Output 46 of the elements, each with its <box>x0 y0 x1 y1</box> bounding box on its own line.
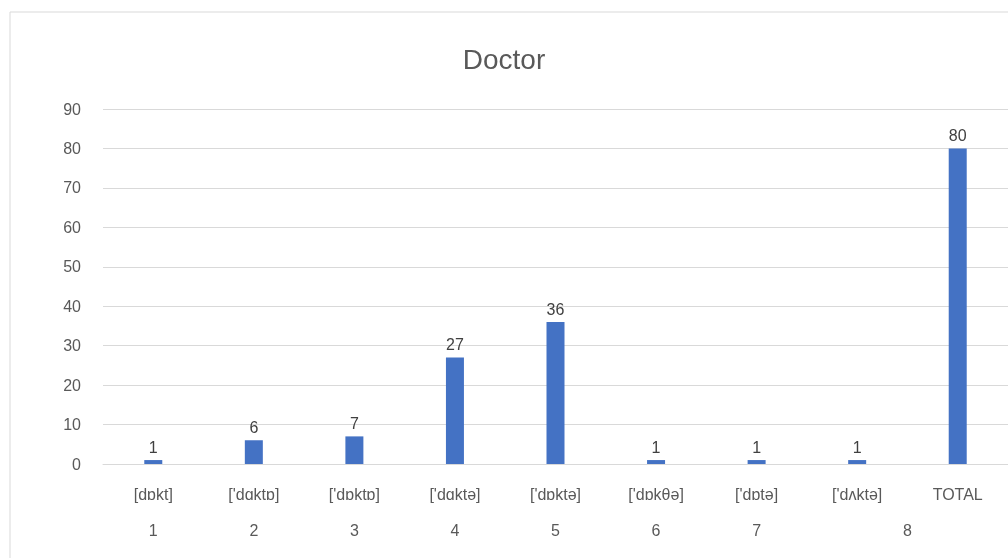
x-tick-label: ['dɑktɒ] <box>228 485 280 503</box>
text: 6 <box>651 521 661 539</box>
bar <box>546 322 565 464</box>
y-tick-label: 70 <box>63 179 82 197</box>
text: 4 <box>450 521 460 539</box>
y-tick-label: 30 <box>63 337 82 355</box>
x-tick-label: ['dɑktə] <box>429 485 481 503</box>
bar <box>345 436 364 464</box>
text: 1 <box>148 521 158 539</box>
y-tick-label: 10 <box>63 416 82 434</box>
text: 3 <box>349 521 359 539</box>
y-tick-label: 40 <box>63 297 82 315</box>
x-tick-label: TOTAL <box>932 485 983 503</box>
y-tick-label: 90 <box>63 100 82 118</box>
bar <box>948 148 967 464</box>
bar <box>144 460 163 464</box>
data-label: 1 <box>852 438 862 456</box>
bar <box>445 357 464 464</box>
y-tick-label: 0 <box>72 455 82 473</box>
data-label: 80 <box>948 126 967 144</box>
text: 2 <box>249 521 259 539</box>
x-tick-label: ['dɒktɒ] <box>328 485 380 503</box>
data-label: 1 <box>148 438 158 456</box>
bar <box>747 460 766 464</box>
x-tick-label: ['dʌktə] <box>832 485 883 503</box>
bar <box>848 460 867 464</box>
text: 5 <box>551 521 561 539</box>
data-label: 27 <box>446 336 464 353</box>
text: 7 <box>752 521 762 539</box>
y-tick-label: 50 <box>63 258 82 276</box>
x-tick-label: ['dɒktə] <box>529 485 582 503</box>
text: 8 <box>902 521 912 539</box>
y-tick-label: 80 <box>63 139 82 157</box>
data-label: 36 <box>546 300 565 318</box>
data-label: 1 <box>651 438 661 456</box>
x-tick-label: ['dɒtə] <box>735 485 779 503</box>
chart-title: Doctor <box>462 43 546 75</box>
x-tick-label: [dɒkt] <box>133 485 173 503</box>
data-label: 1 <box>752 438 762 456</box>
data-label: 7 <box>349 414 359 432</box>
y-tick-label: 60 <box>63 218 82 236</box>
x-tick-label: ['dɒkθə] <box>628 485 684 503</box>
y-tick-label: 20 <box>63 376 82 394</box>
data-label: 6 <box>249 418 259 436</box>
bar <box>647 460 666 464</box>
bar <box>244 440 263 464</box>
